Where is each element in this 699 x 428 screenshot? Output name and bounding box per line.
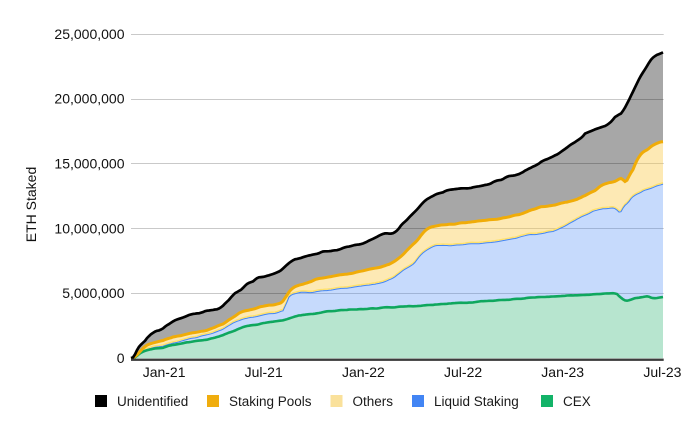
svg-text:Jan-21: Jan-21 — [143, 364, 186, 380]
svg-text:Unidentified: Unidentified — [117, 394, 188, 409]
svg-text:25,000,000: 25,000,000 — [54, 26, 124, 42]
svg-text:Jan-23: Jan-23 — [541, 364, 584, 380]
svg-text:10,000,000: 10,000,000 — [54, 220, 124, 236]
svg-text:15,000,000: 15,000,000 — [54, 156, 124, 172]
svg-text:Jul-23: Jul-23 — [643, 364, 681, 380]
svg-text:0: 0 — [117, 350, 125, 366]
svg-text:Others: Others — [353, 394, 394, 409]
svg-text:Liquid Staking: Liquid Staking — [434, 394, 519, 409]
svg-text:Jul-22: Jul-22 — [444, 364, 482, 380]
svg-text:Staking Pools: Staking Pools — [229, 394, 312, 409]
svg-text:ETH Staked: ETH Staked — [23, 167, 39, 242]
svg-text:CEX: CEX — [563, 394, 591, 409]
svg-text:5,000,000: 5,000,000 — [62, 285, 124, 301]
svg-text:Jan-22: Jan-22 — [342, 364, 385, 380]
svg-text:Jul-21: Jul-21 — [245, 364, 283, 380]
svg-text:20,000,000: 20,000,000 — [54, 91, 124, 107]
